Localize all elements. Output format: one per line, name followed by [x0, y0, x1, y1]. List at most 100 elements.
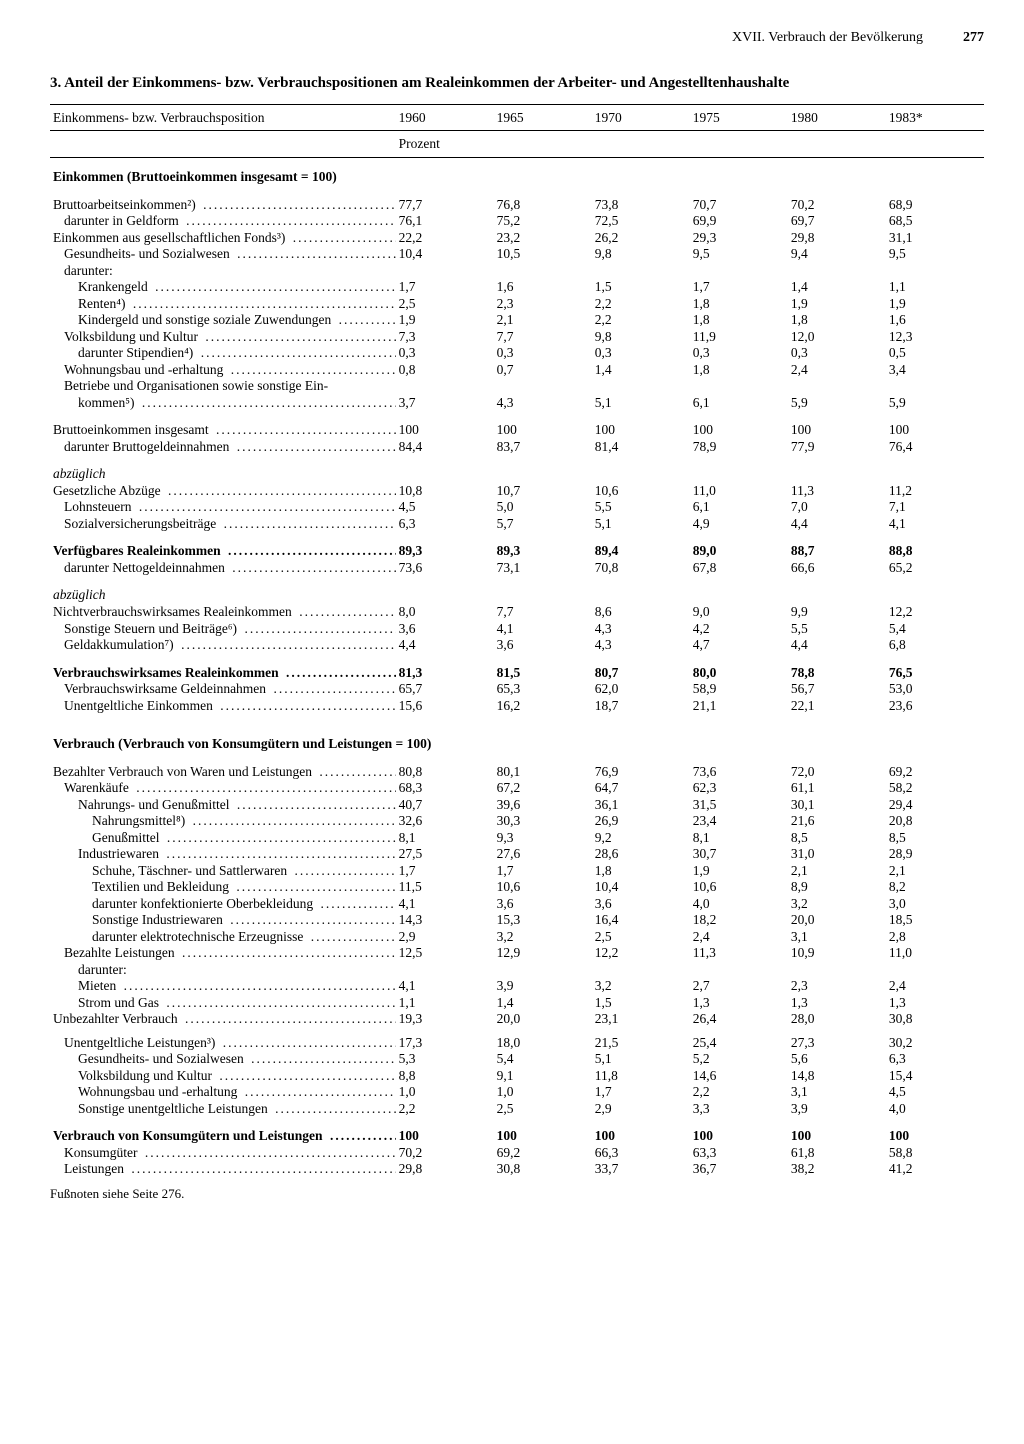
cell — [494, 378, 592, 395]
col-year: 1975 — [690, 104, 788, 131]
cell — [690, 961, 788, 978]
cell: 2,2 — [396, 1100, 494, 1117]
cell: 89,3 — [494, 543, 592, 560]
cell: 76,9 — [592, 763, 690, 780]
table-row: Wohnungsbau und -erhaltung0,80,71,41,82,… — [50, 361, 984, 378]
cell — [886, 961, 984, 978]
cell: 18,0 — [494, 1034, 592, 1051]
cell: 36,7 — [690, 1161, 788, 1178]
cell: 5,1 — [592, 1051, 690, 1068]
cell: 4,9 — [690, 515, 788, 532]
cell: 19,3 — [396, 1011, 494, 1028]
cell: 4,4 — [396, 637, 494, 654]
cell: 7,1 — [886, 499, 984, 516]
table-row: Nahrungs- und Genußmittel40,739,636,131,… — [50, 796, 984, 813]
cell: 18,5 — [886, 912, 984, 929]
cell: 12,2 — [886, 603, 984, 620]
page-header: XVII. Verbrauch der Bevölkerung 277 — [50, 30, 984, 46]
cell: 7,0 — [788, 499, 886, 516]
table-row: Kindergeld und sonstige soziale Zuwendun… — [50, 312, 984, 329]
cell: 5,4 — [494, 1051, 592, 1068]
col-year: 1983* — [886, 104, 984, 131]
row-label: darunter: — [50, 262, 396, 279]
cell: 2,4 — [690, 928, 788, 945]
col-year: 1965 — [494, 104, 592, 131]
cell — [494, 262, 592, 279]
cell: 41,2 — [886, 1161, 984, 1178]
cell: 1,0 — [396, 1084, 494, 1101]
cell: 10,8 — [396, 482, 494, 499]
cell: 30,8 — [494, 1161, 592, 1178]
cell: 31,1 — [886, 229, 984, 246]
cell: 68,5 — [886, 213, 984, 230]
cell: 66,3 — [592, 1144, 690, 1161]
cell: 4,1 — [494, 620, 592, 637]
cell: 4,1 — [396, 895, 494, 912]
cell: 12,0 — [788, 328, 886, 345]
cell: 21,6 — [788, 813, 886, 830]
cell: 83,7 — [494, 438, 592, 455]
cell: 23,4 — [690, 813, 788, 830]
section-heading: Einkommen (Bruttoeinkommen insgesamt = 1… — [50, 169, 984, 186]
row-label: Nahrungsmittel⁸) — [50, 813, 396, 830]
cell: 7,3 — [396, 328, 494, 345]
cell: 30,8 — [886, 1011, 984, 1028]
cell: 17,3 — [396, 1034, 494, 1051]
cell — [788, 466, 886, 483]
cell — [788, 961, 886, 978]
cell: 62,3 — [690, 780, 788, 797]
cell — [690, 466, 788, 483]
cell: 11,0 — [886, 945, 984, 962]
cell: 29,8 — [788, 229, 886, 246]
cell: 15,4 — [886, 1067, 984, 1084]
cell: 14,3 — [396, 912, 494, 929]
cell: 1,1 — [886, 279, 984, 296]
cell — [592, 466, 690, 483]
row-label: Volksbildung und Kultur — [50, 1067, 396, 1084]
cell: 28,9 — [886, 846, 984, 863]
cell: 27,6 — [494, 846, 592, 863]
cell: 2,3 — [494, 295, 592, 312]
cell: 1,7 — [494, 862, 592, 879]
table-row: Wohnungsbau und -erhaltung1,01,01,72,23,… — [50, 1084, 984, 1101]
cell: 2,1 — [494, 312, 592, 329]
cell: 72,5 — [592, 213, 690, 230]
cell — [690, 262, 788, 279]
cell: 3,2 — [592, 978, 690, 995]
cell: 4,3 — [494, 394, 592, 411]
unit-label: Prozent — [396, 131, 494, 158]
cell: 1,3 — [690, 994, 788, 1011]
cell: 3,6 — [592, 895, 690, 912]
table-row: Nahrungsmittel⁸)32,630,326,923,421,620,8 — [50, 813, 984, 830]
cell: 9,5 — [690, 246, 788, 263]
row-label: Verbrauchswirksames Realeinkommen — [50, 664, 396, 681]
cell: 4,0 — [886, 1100, 984, 1117]
cell: 69,2 — [886, 763, 984, 780]
row-label: Krankengeld — [50, 279, 396, 296]
cell: 100 — [592, 422, 690, 439]
table-title: 3. Anteil der Einkommens- bzw. Verbrauch… — [50, 74, 984, 94]
cell: 6,3 — [886, 1051, 984, 1068]
cell: 7,7 — [494, 603, 592, 620]
row-label: Gesetzliche Abzüge — [50, 482, 396, 499]
cell: 89,3 — [396, 543, 494, 560]
cell — [396, 378, 494, 395]
row-label: Bezahlter Verbrauch von Waren und Leistu… — [50, 763, 396, 780]
row-label: Strom und Gas — [50, 994, 396, 1011]
cell: 5,9 — [788, 394, 886, 411]
cell: 73,8 — [592, 196, 690, 213]
cell: 84,4 — [396, 438, 494, 455]
cell: 3,1 — [788, 928, 886, 945]
table-row: Betriebe und Organisationen sowie sonsti… — [50, 378, 984, 395]
row-label: Geldakkumulation⁷) — [50, 637, 396, 654]
cell: 1,9 — [886, 295, 984, 312]
cell: 4,5 — [396, 499, 494, 516]
cell: 63,3 — [690, 1144, 788, 1161]
cell: 18,7 — [592, 697, 690, 714]
cell: 2,4 — [788, 361, 886, 378]
cell: 5,1 — [592, 515, 690, 532]
col-year: 1980 — [788, 104, 886, 131]
row-label: Kindergeld und sonstige soziale Zuwendun… — [50, 312, 396, 329]
cell: 3,4 — [886, 361, 984, 378]
cell: 10,9 — [788, 945, 886, 962]
